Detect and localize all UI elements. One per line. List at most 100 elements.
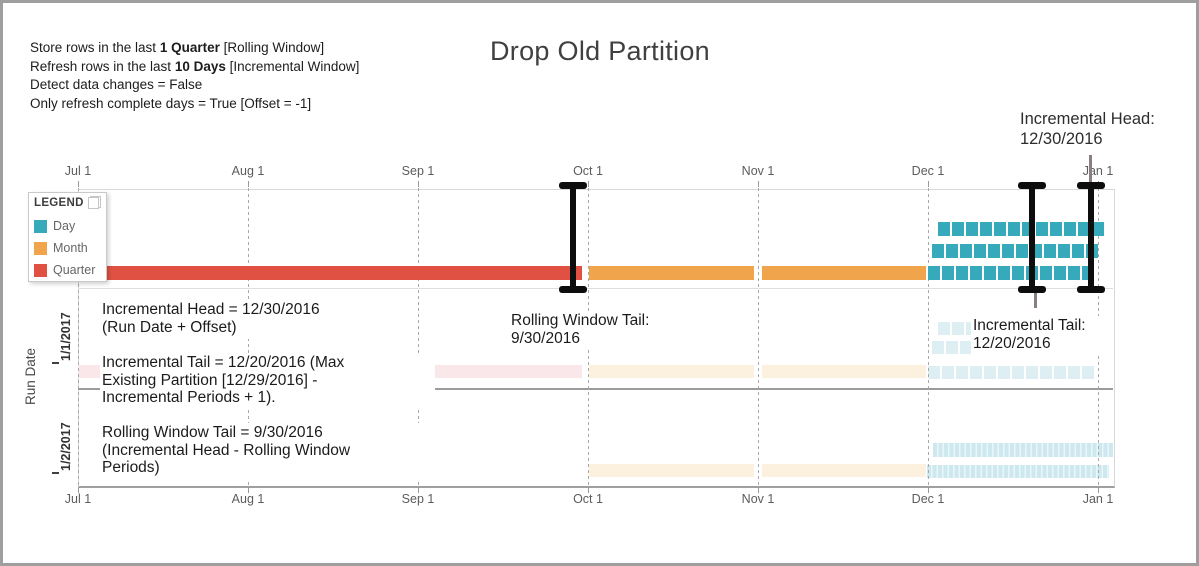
day-square	[1044, 244, 1056, 258]
day-square	[1008, 222, 1020, 236]
top-axis-tick	[78, 181, 79, 187]
day-square	[1068, 266, 1080, 280]
run-date-axis-title: Run Date	[23, 347, 38, 405]
legend-expand-icon[interactable]	[88, 196, 101, 209]
run-date-row-divider	[78, 388, 1113, 390]
top-axis-month-label: Dec 1	[911, 164, 945, 178]
day-square	[960, 341, 972, 354]
day-square	[980, 222, 992, 236]
day-square	[970, 266, 982, 280]
legend-items: Day Month Quarter	[34, 215, 95, 281]
day-square	[1092, 222, 1104, 236]
refresh-policy-config: Store rows in the last 1 Quarter [Rollin…	[30, 39, 359, 113]
day-square	[946, 341, 958, 354]
legend: LEGEND Day Month Quarter	[28, 192, 107, 282]
marker-stem	[1088, 185, 1094, 290]
config-line-4: Only refresh complete days = True [Offse…	[30, 95, 312, 111]
marker-cap-bottom	[559, 286, 587, 293]
month-bar-faded-november-row1	[762, 365, 926, 378]
bottom-axis-tick	[78, 487, 79, 493]
day-square	[1040, 366, 1052, 379]
config-line-1: Store rows in the last 1 Quarter [Rollin…	[30, 40, 325, 55]
day-square	[1050, 222, 1062, 236]
category-tick	[52, 362, 59, 364]
day-square	[1016, 244, 1028, 258]
day-square	[956, 266, 968, 280]
config-line-3: Detect data changes = False	[30, 77, 203, 92]
bottom-axis-month-label: Nov 1	[741, 492, 775, 506]
top-axis-month-label: Jul 1	[64, 164, 92, 178]
day-square	[998, 366, 1010, 379]
legend-item-month: Month	[34, 237, 95, 259]
top-axis-tick	[928, 181, 929, 187]
day-square	[1064, 222, 1076, 236]
rolling-window-tail-marker	[559, 182, 587, 293]
marker-cap-bottom	[1018, 286, 1046, 293]
day-square	[942, 366, 954, 379]
month-bar-november	[762, 266, 926, 280]
month-gridline	[758, 188, 759, 487]
top-axis-month-label: Aug 1	[231, 164, 265, 178]
quarter-bar	[78, 266, 582, 280]
day-square	[974, 244, 986, 258]
bottom-axis-tick	[928, 487, 929, 493]
legend-title: LEGEND	[34, 197, 84, 209]
incremental-head-callout-line	[1089, 155, 1092, 184]
day-swatch	[34, 219, 47, 233]
day-square	[1054, 366, 1066, 379]
page-title: Drop Old Partition	[490, 36, 710, 66]
month-swatch	[34, 241, 47, 255]
day-square	[946, 244, 958, 258]
day-square	[942, 266, 954, 280]
day-square	[984, 366, 996, 379]
config-line-2: Refresh rows in the last 10 Days [Increm…	[30, 58, 360, 74]
day-square	[988, 244, 1000, 258]
day-square	[1012, 366, 1024, 379]
day-square	[1026, 366, 1038, 379]
bottom-axis-month-label: Oct 1	[573, 492, 603, 506]
day-square	[1058, 244, 1070, 258]
day-band-faded-upper	[933, 443, 1113, 457]
run-date-label-1-1-2017: 1/1/2017	[59, 312, 73, 361]
top-axis-month-label: Nov 1	[741, 164, 775, 178]
incremental-tail-callout-line	[1034, 291, 1037, 308]
bottom-axis-tick	[588, 487, 589, 493]
incremental-tail-marker	[1018, 182, 1046, 293]
day-square	[1082, 366, 1094, 379]
bottom-axis-month-label: Sep 1	[401, 492, 435, 506]
day-band-faded-lower	[927, 465, 1109, 478]
month-bar-october	[589, 266, 754, 280]
day-square	[1078, 222, 1090, 236]
day-square	[938, 222, 950, 236]
marker-stem	[1029, 185, 1035, 290]
marker-cap-bottom	[1077, 286, 1105, 293]
note-incremental-tail: Incremental Tail = 12/20/2016 (Max Exist…	[100, 353, 435, 410]
day-square	[1054, 266, 1066, 280]
bottom-axis-month-label: Aug 1	[231, 492, 265, 506]
note-rolling-window-tail: Rolling Window Tail = 9/30/2016 (Increme…	[100, 423, 435, 480]
quarter-swatch	[34, 263, 47, 277]
timeline-row-divider	[78, 288, 1113, 289]
day-square	[932, 244, 944, 258]
day-square	[932, 341, 944, 354]
incremental-head-marker	[1077, 182, 1105, 293]
month-bar-faded-october-row2	[589, 464, 754, 477]
day-square	[1012, 266, 1024, 280]
month-gridline	[418, 188, 419, 487]
legend-item-quarter: Quarter	[34, 259, 95, 281]
marker-stem	[570, 185, 576, 290]
bottom-axis-tick	[758, 487, 759, 493]
bottom-axis-tick	[1098, 487, 1099, 493]
day-square	[998, 266, 1010, 280]
day-square	[994, 222, 1006, 236]
day-square	[1002, 244, 1014, 258]
note-incremental-head: Incremental Head = 12/30/2016 (Run Date …	[100, 300, 323, 339]
day-square	[984, 266, 996, 280]
month-gridline	[78, 188, 79, 487]
top-axis-month-label: Jan 1	[1082, 164, 1114, 178]
month-gridline	[928, 188, 929, 487]
day-square	[966, 222, 978, 236]
month-bar-faded-october-row1	[589, 365, 754, 378]
day-square	[1068, 366, 1080, 379]
